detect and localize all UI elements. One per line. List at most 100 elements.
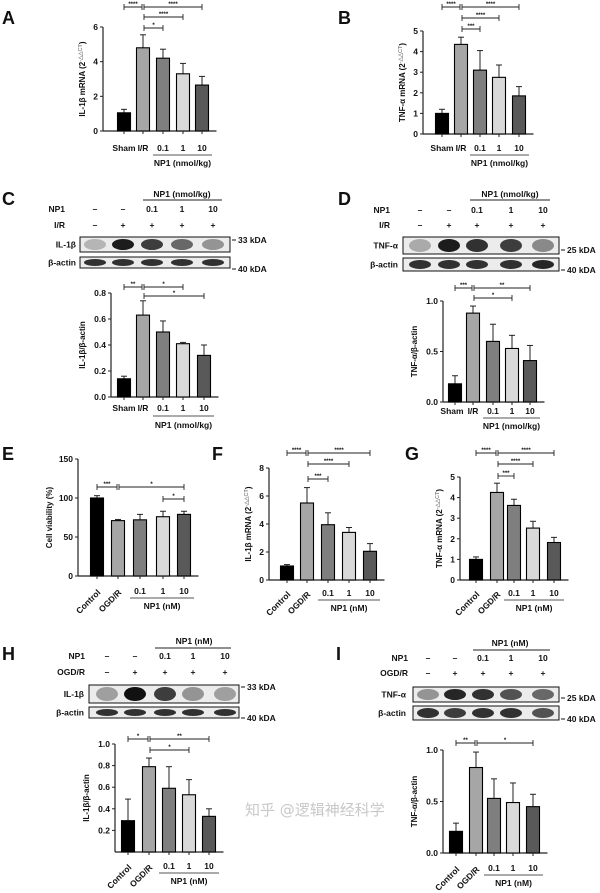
y-tick-label: 2 — [450, 534, 455, 544]
panel-h: H0.20.40.60.81.0IL-1β/β-actinControlOGD/… — [2, 644, 224, 891]
group-label: NP1 (nmol/kg) — [483, 421, 540, 431]
significance-label: **** — [446, 2, 456, 8]
bar-control — [89, 497, 105, 577]
y-axis-label: TNF-α/β-actin — [410, 326, 419, 378]
x-tick-label: Control — [433, 864, 461, 892]
protein-band — [141, 259, 163, 266]
x-tick-label: 0.1 — [488, 863, 500, 873]
protein-band — [171, 259, 193, 266]
molecular-weight-marker: 25 kDA — [567, 245, 596, 255]
bar-1 — [175, 343, 191, 398]
western-blot-i: NP1 (nM) NP1 – – 0.1 1 10 OGD/R – + + + + TNF-α 25 kDA… — [378, 638, 596, 724]
y-tick-label: 0 — [413, 129, 418, 139]
molecular-weight-marker: 25 kDA — [567, 693, 596, 703]
x-tick-label: 10 — [525, 406, 535, 416]
treatment-row-label: OGD/R — [380, 668, 408, 678]
y-tick-label: 0.8 — [98, 761, 110, 771]
y-tick-label: 0.2 — [94, 366, 106, 376]
treatment-row-label: I/R — [54, 220, 65, 230]
significance-label: ** — [500, 283, 505, 289]
treatment-value: – — [121, 204, 126, 214]
x-tick-label: 1 — [531, 588, 536, 598]
treatment-value: + — [453, 668, 458, 678]
y-tick-label: 0.5 — [426, 797, 438, 807]
x-tick-label: 10 — [549, 588, 559, 598]
bar-ir — [135, 314, 151, 398]
y-tick-label: 8 — [259, 463, 264, 473]
y-tick-label: 0.4 — [94, 340, 106, 350]
protein-band — [532, 239, 554, 252]
x-tick-label: 1 — [187, 861, 192, 871]
treatment-value: 0.1 — [146, 204, 158, 214]
protein-band — [532, 689, 554, 700]
protein-band — [472, 708, 494, 718]
bar-10 — [511, 95, 527, 135]
treatment-row-label: I/R — [379, 220, 390, 230]
y-axis-label-superscript: -△△CT — [434, 491, 441, 509]
x-tick-label: OGD/R — [286, 589, 313, 616]
significance-label: * — [492, 293, 495, 299]
x-tick-label: 0.1 — [322, 588, 334, 598]
significance-label: * — [172, 494, 175, 500]
y-axis-label-text: TNF-α mRNA (2 — [435, 509, 444, 568]
treatment-value: – — [426, 653, 431, 663]
y-tick-label: 1.0 — [426, 296, 438, 306]
bar-01 — [486, 797, 502, 854]
x-tick-label: 10 — [365, 588, 375, 598]
x-tick-label: 1 — [511, 863, 516, 873]
significance-label: **** — [324, 459, 334, 465]
protein-band — [124, 709, 146, 716]
y-axis-label-text: IL-1β mRNA (2 — [78, 61, 87, 116]
y-tick-label: 2 — [413, 88, 418, 98]
protein-band — [409, 239, 431, 252]
treatment-value: + — [541, 668, 546, 678]
x-tick-label: 0.1 — [508, 588, 520, 598]
y-tick-label: 3 — [450, 513, 455, 523]
bar-ir — [453, 43, 469, 135]
protein-band — [182, 709, 204, 716]
protein-label: β-actin — [370, 260, 398, 270]
bar-sham — [434, 112, 450, 135]
bar-control — [468, 558, 484, 581]
y-tick-label: 0 — [450, 575, 455, 585]
x-tick-label: 1 — [510, 406, 515, 416]
protein-band — [202, 239, 224, 250]
y-axis-label-end: ) — [244, 486, 253, 489]
bar-10 — [194, 84, 210, 132]
y-axis-label: IL-1β/β-actin — [82, 774, 91, 822]
treatment-value: + — [133, 667, 138, 677]
significance-label: **** — [292, 448, 302, 454]
x-tick-label: I/R — [138, 143, 149, 153]
y-axis-label-superscript: -△△CT — [77, 43, 84, 61]
treatment-row-label: OGD/R — [57, 667, 85, 677]
bar-10 — [525, 806, 541, 854]
significance-label: *** — [467, 24, 475, 30]
significance-label: **** — [476, 13, 486, 19]
y-tick-label: 0.6 — [94, 314, 106, 324]
blot-header: NP1 (nmol/kg) — [481, 189, 538, 199]
protein-band — [96, 687, 118, 701]
group-label: NP1 (nM) — [171, 876, 208, 886]
y-axis-label-text: IL-1β mRNA (2 — [244, 506, 253, 561]
bar-10 — [546, 541, 562, 581]
y-tick-label: 4 — [93, 57, 98, 67]
significance-label: **** — [334, 448, 344, 454]
y-axis-label: IL-1β mRNA (2-△△CT) — [77, 41, 87, 116]
x-tick-label: OGD/R — [476, 589, 503, 616]
bar-1 — [504, 347, 520, 403]
y-tick-label: 1.0 — [426, 745, 438, 755]
molecular-weight-marker: 40 kDA — [567, 265, 596, 275]
significance-label: *** — [502, 471, 510, 477]
y-axis-label-superscript: -△△CT — [243, 488, 250, 506]
protein-band — [124, 687, 146, 701]
treatment-value: – — [418, 220, 423, 230]
significance-label: **** — [521, 448, 531, 454]
bar-10 — [176, 513, 192, 577]
protein-band — [532, 708, 554, 718]
y-tick-label: 100 — [59, 493, 73, 503]
bar-ir — [135, 47, 151, 132]
treatment-value: – — [418, 205, 423, 215]
protein-band — [171, 239, 193, 250]
y-tick-label: 0.8 — [94, 288, 106, 298]
